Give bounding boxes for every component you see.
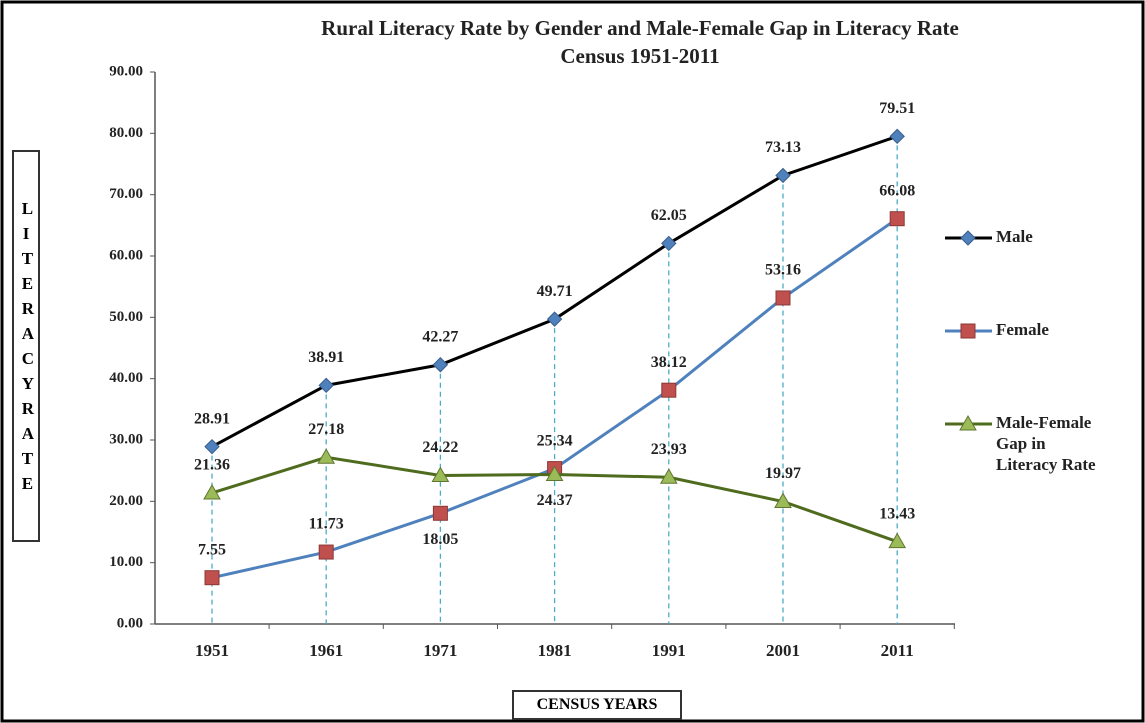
marker (959, 414, 977, 431)
marker (204, 438, 220, 455)
x-axis-label: CENSUS YEARS (512, 690, 682, 720)
y-axis-label: LITERACY RATE (21, 199, 35, 493)
data-label: 38.91 (308, 349, 344, 366)
data-label: 18.05 (422, 531, 458, 548)
data-label: 53.16 (765, 262, 801, 279)
y-tick-label: 90.00 (109, 63, 143, 79)
marker (431, 466, 450, 482)
data-label: 49.71 (537, 283, 573, 300)
marker (775, 167, 791, 184)
marker (659, 468, 678, 484)
y-tick-label: 20.00 (109, 493, 143, 509)
legend-label: Male (996, 227, 1033, 246)
marker (775, 290, 791, 306)
data-label: 25.34 (537, 432, 573, 449)
y-tick-label: 30.00 (109, 431, 143, 447)
marker (203, 483, 221, 500)
marker (546, 311, 563, 327)
data-label: 28.91 (194, 410, 230, 427)
marker (317, 448, 336, 464)
x-tick-label: 2001 (766, 641, 800, 660)
y-tick-label: 70.00 (109, 186, 143, 202)
marker (889, 211, 905, 227)
data-label: 66.08 (879, 182, 915, 199)
legend-label: Female (996, 320, 1049, 339)
data-label: 73.13 (765, 139, 801, 156)
chart-subtitle: Census 1951-2011 (560, 44, 719, 68)
x-tick-label: 1971 (423, 641, 457, 660)
y-tick-label: 80.00 (109, 125, 143, 141)
data-label: 42.27 (422, 328, 458, 345)
marker (960, 323, 976, 339)
marker (661, 382, 677, 398)
marker (661, 235, 677, 252)
data-label: 27.18 (308, 421, 344, 438)
chart-title: Rural Literacy Rate by Gender and Male-F… (321, 16, 959, 40)
y-tick-label: 0.00 (117, 615, 143, 631)
y-tick-label: 10.00 (109, 554, 143, 570)
data-label: 24.22 (422, 439, 458, 456)
y-tick-label: 50.00 (109, 309, 143, 325)
x-tick-label: 1961 (309, 641, 343, 660)
data-label: 19.97 (765, 465, 801, 482)
x-tick-label: 1951 (195, 641, 229, 660)
marker (204, 570, 220, 586)
data-label: 13.43 (879, 505, 915, 522)
marker (960, 230, 976, 246)
marker (545, 465, 564, 482)
data-label: 21.36 (194, 457, 230, 474)
data-label: 62.05 (651, 207, 687, 224)
marker (318, 544, 334, 560)
y-tick-label: 40.00 (109, 370, 143, 386)
data-label: 24.37 (537, 492, 573, 509)
marker (889, 128, 905, 145)
marker (888, 532, 907, 549)
marker (432, 357, 449, 373)
legend-label: Male-Female Gap in Literacy Rate (996, 413, 1096, 474)
marker (432, 505, 448, 521)
data-label: 38.12 (651, 354, 687, 371)
x-tick-label: 2011 (881, 641, 914, 660)
y-axis-label-box: LITERACY RATE (12, 150, 40, 542)
y-tick-label: 60.00 (109, 247, 143, 263)
x-tick-label: 1981 (538, 641, 572, 660)
data-label: 11.73 (309, 516, 344, 533)
marker (318, 377, 334, 394)
x-tick-label: 1991 (652, 641, 686, 660)
data-label: 79.51 (879, 100, 915, 117)
marker (774, 492, 792, 509)
data-label: 7.55 (198, 541, 226, 558)
data-label: 23.93 (651, 441, 687, 458)
